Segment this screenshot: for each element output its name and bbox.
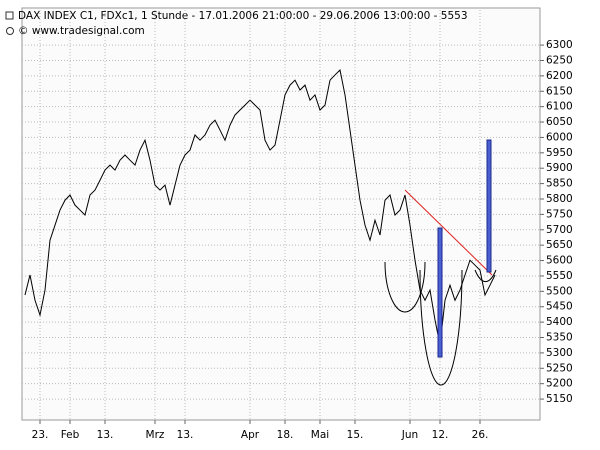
y-tick-label: 5850 <box>546 178 573 190</box>
chart-subtitle: © www.tradesignal.com <box>18 25 145 37</box>
subtitle-icon <box>6 27 14 35</box>
y-tick-label: 5150 <box>546 393 573 405</box>
title-icon <box>5 11 14 20</box>
target-bar <box>437 227 443 358</box>
y-tick-label: 6000 <box>546 131 573 143</box>
x-tick-label: 26. <box>472 429 489 441</box>
target-bar <box>486 139 492 273</box>
x-tick-label: 13. <box>177 429 194 441</box>
y-tick-label: 5350 <box>546 332 573 344</box>
y-tick-label: 6050 <box>546 116 573 128</box>
annotations <box>384 139 497 386</box>
y-tick-label: 5900 <box>546 162 573 174</box>
y-tick-label: 5300 <box>546 347 573 359</box>
y-tick-label: 5200 <box>546 378 573 390</box>
y-tick-label: 5650 <box>546 239 573 251</box>
x-tick-label: Mrz <box>146 429 165 441</box>
x-tick-label: 13. <box>97 429 114 441</box>
x-tick-label: Jun <box>401 429 418 441</box>
y-tick-label: 5250 <box>546 362 573 374</box>
x-tick-label: 18. <box>277 429 294 441</box>
y-tick-label: 5600 <box>546 255 573 267</box>
price-line <box>24 69 496 346</box>
head-arc <box>419 269 463 386</box>
y-tick-label: 5800 <box>546 193 573 205</box>
x-tick-label: 15. <box>347 429 364 441</box>
y-tick-label: 6150 <box>546 85 573 97</box>
y-tick-label: 5750 <box>546 208 573 220</box>
y-tick-label: 5500 <box>546 285 573 297</box>
y-tick-label: 6200 <box>546 70 573 82</box>
y-tick-label: 5450 <box>546 301 573 313</box>
trend-line <box>404 189 493 276</box>
y-tick-label: 6100 <box>546 101 573 113</box>
left-shoulder-arc <box>384 261 426 313</box>
y-tick-label: 6250 <box>546 54 573 66</box>
y-tick-label: 5400 <box>546 316 573 328</box>
y-tick-label: 5950 <box>546 147 573 159</box>
x-tick-label: Feb <box>61 429 80 441</box>
plot-layer: 5150 5200 5250 5300 5350 5400 5450 5500 5550 5600… <box>22 10 573 441</box>
chart-title: DAX INDEX C1, FDXc1, 1 Stunde - 17.01.20… <box>18 10 468 22</box>
y-tick-label: 5550 <box>546 270 573 282</box>
y-tick-label: 6300 <box>546 39 573 51</box>
x-tick-label: 23. <box>32 429 49 441</box>
y-tick-label: 5700 <box>546 224 573 236</box>
x-tick-label: Mai <box>311 429 329 441</box>
right-shoulder-arc <box>474 269 497 283</box>
x-tick-label: 12. <box>432 429 449 441</box>
x-tick-label: Apr <box>241 429 260 441</box>
